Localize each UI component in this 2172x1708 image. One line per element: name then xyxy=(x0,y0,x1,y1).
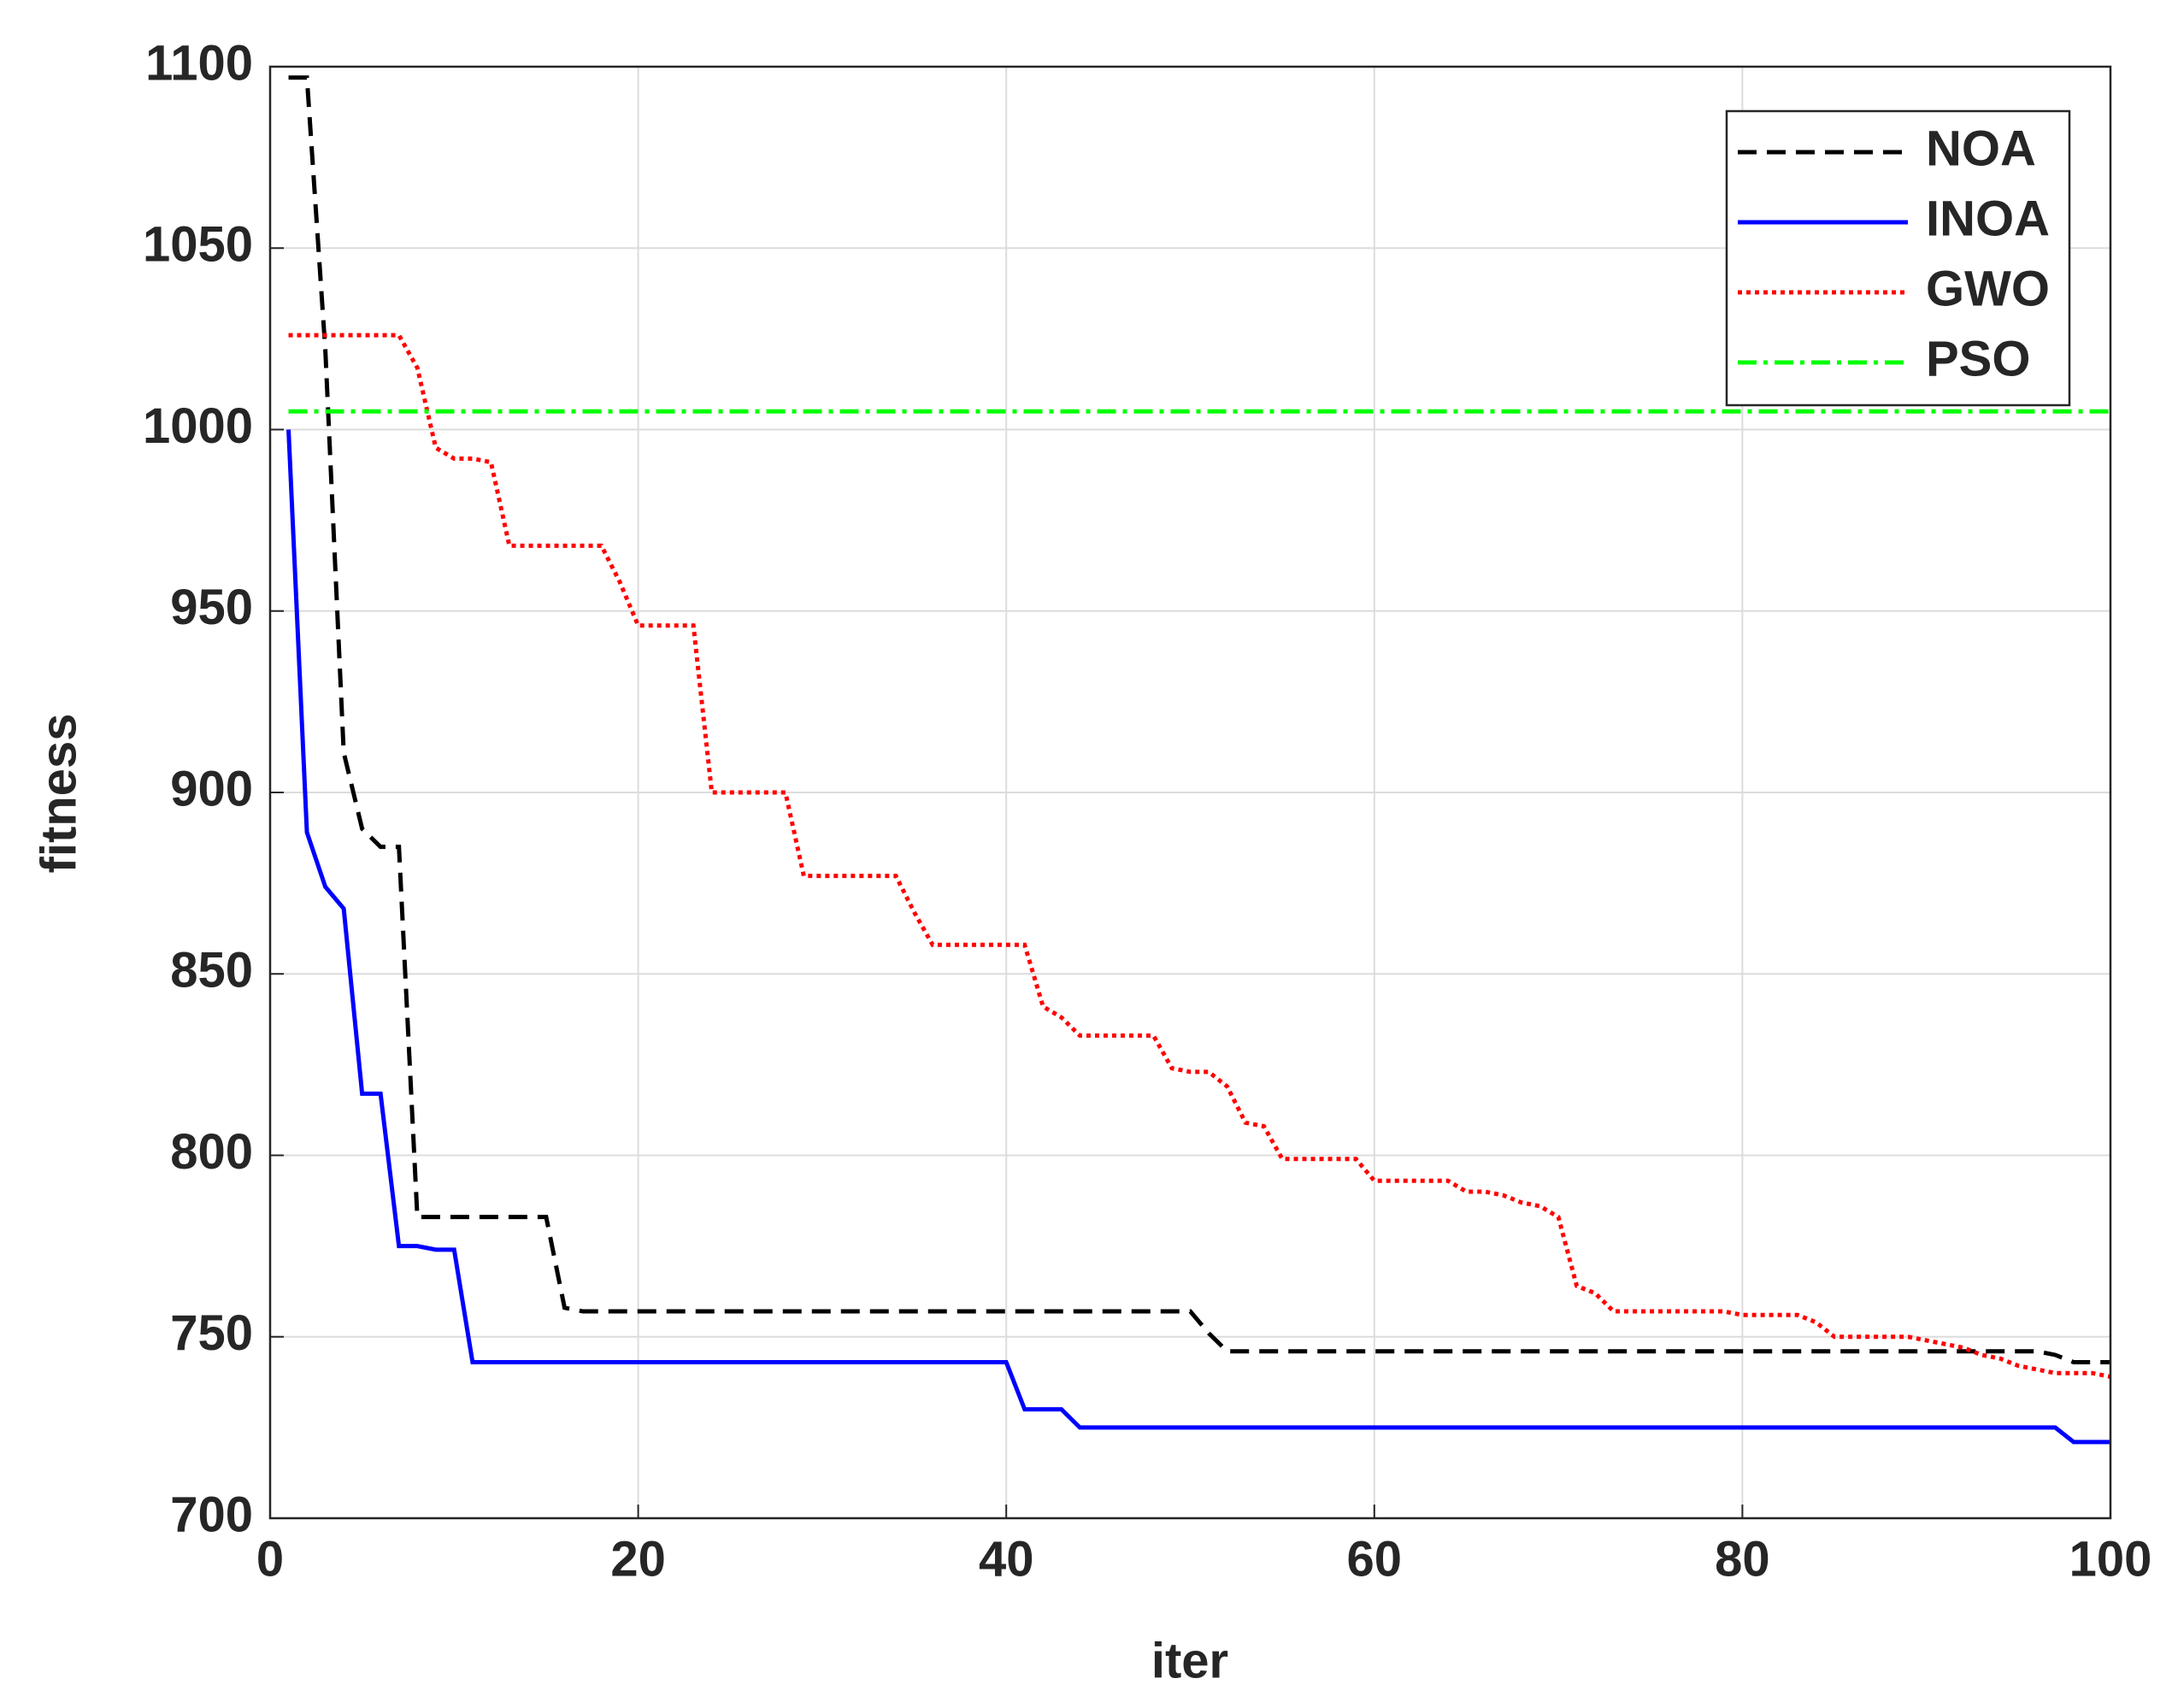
x-tick-label: 80 xyxy=(1715,1531,1770,1587)
legend-box xyxy=(1725,109,2071,407)
x-tick-label: 40 xyxy=(979,1531,1034,1587)
series-line xyxy=(288,333,2111,1379)
y-tick-label: 850 xyxy=(170,943,253,998)
series-line xyxy=(286,429,2110,1445)
y-tick-label: 950 xyxy=(170,580,253,635)
y-tick-label: 1100 xyxy=(145,35,253,91)
x-axis-label: iter xyxy=(1151,1633,1228,1688)
x-tick-label: 60 xyxy=(1347,1531,1403,1587)
y-tick-label: 900 xyxy=(170,761,253,816)
y-tick-label: 700 xyxy=(170,1487,253,1542)
y-tick-label: 1050 xyxy=(143,217,253,273)
x-tick-label: 20 xyxy=(610,1531,666,1587)
y-tick-label: 1000 xyxy=(143,398,253,454)
x-tick-label: 100 xyxy=(2069,1531,2152,1587)
x-tick-label: 0 xyxy=(256,1531,284,1587)
y-tick-label: 800 xyxy=(170,1124,253,1180)
axes-box xyxy=(268,65,2112,1520)
legend-label: PSO xyxy=(1926,331,2031,386)
legend-label: INOA xyxy=(1926,191,2050,246)
y-axis-label: fitness xyxy=(31,714,86,874)
legend-label: GWO xyxy=(1926,261,2050,316)
series-line xyxy=(288,75,2110,1364)
y-tick-label: 750 xyxy=(170,1305,253,1361)
legend-label: NOA xyxy=(1926,121,2036,176)
